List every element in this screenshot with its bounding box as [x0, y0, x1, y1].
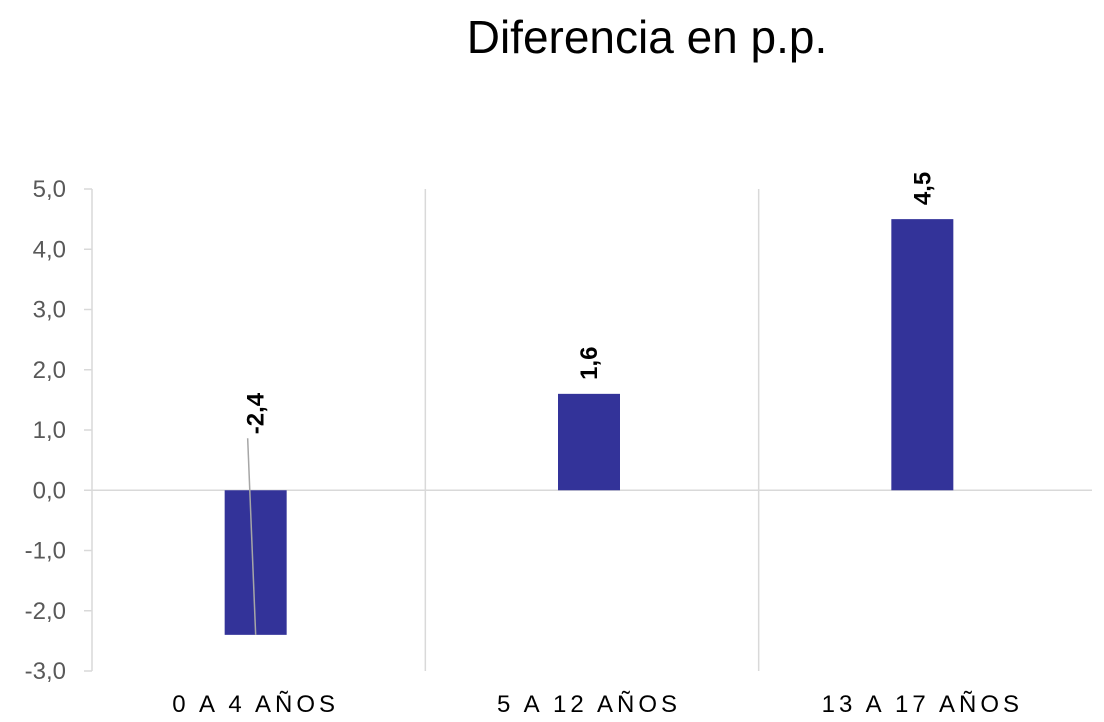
- y-tick-label: 5,0: [33, 176, 66, 203]
- gridlines: [424, 189, 760, 671]
- y-tick-label: -2,0: [25, 598, 66, 625]
- y-tick-label: 4,0: [33, 236, 66, 263]
- y-tick-label: 0,0: [33, 477, 66, 504]
- labels: 0 A 4 AÑOS 5 A 12 AÑOS 13 A 17 AÑOS -2,4 1,6…: [172, 172, 1023, 718]
- data-label: 4,5: [909, 172, 936, 205]
- y-tick-label: -3,0: [25, 658, 66, 685]
- bar: [224, 490, 287, 635]
- data-label-leader-line: [246, 438, 257, 635]
- category-label: 13 A 17 AÑOS: [822, 691, 1023, 718]
- y-tick-label: 2,0: [33, 357, 66, 384]
- bar: [891, 219, 954, 491]
- bars: [224, 219, 954, 635]
- bar: [558, 393, 620, 491]
- chart-title: Diferencia en p.p.: [466, 11, 828, 63]
- axes: 5,0 4,0 3,0 2,0 1,0 0,0 -1,0 -2,0 -3,0: [25, 176, 1092, 685]
- data-label: 1,6: [576, 346, 603, 379]
- y-tick-label: -1,0: [25, 538, 66, 565]
- y-tick-label: 1,0: [33, 417, 66, 444]
- category-label: 5 A 12 AÑOS: [497, 691, 681, 718]
- y-tick-label: 3,0: [33, 297, 66, 324]
- data-label: -2,4: [243, 392, 270, 434]
- category-label: 0 A 4 AÑOS: [172, 691, 339, 718]
